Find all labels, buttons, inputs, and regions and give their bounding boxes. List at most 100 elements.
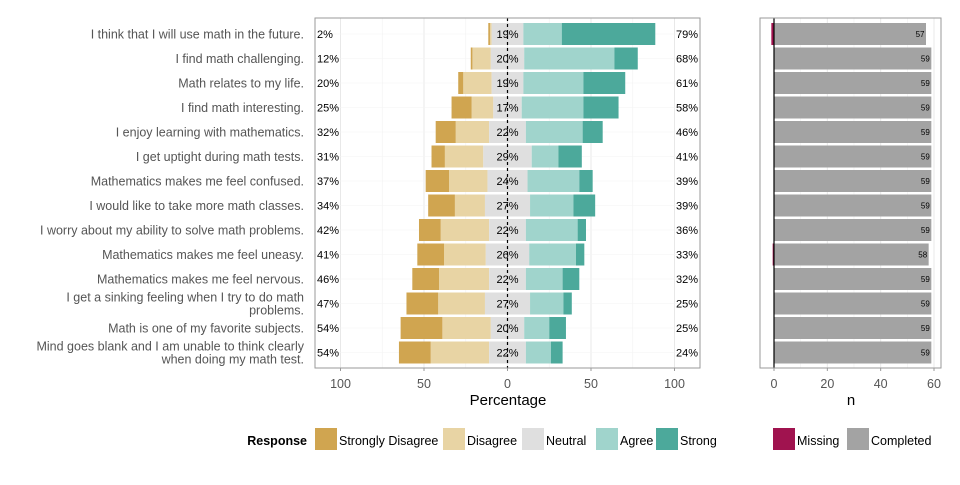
- completed-bar: [774, 341, 932, 364]
- legend-swatch: [656, 428, 678, 450]
- neutral-percent-label: 19%: [496, 29, 518, 41]
- missing-bar: [772, 243, 775, 266]
- completed-bar: [774, 121, 932, 143]
- category-label: I get uptight during math tests.: [136, 150, 304, 164]
- count-label: 59: [921, 349, 930, 358]
- low-percent-label: 54%: [317, 323, 339, 335]
- agree-bar: [523, 23, 562, 45]
- neutral-percent-label: 24%: [496, 176, 518, 188]
- high-percent-label: 39%: [676, 201, 698, 213]
- high-percent-label: 25%: [676, 323, 698, 335]
- count-label: 59: [921, 300, 930, 309]
- strongly-disagree-bar: [400, 317, 443, 339]
- disagree-bar: [430, 341, 490, 364]
- agree-bar: [529, 243, 576, 266]
- category-labels: I think that I will use math in the futu…: [36, 28, 304, 367]
- strongly-disagree-bar: [458, 72, 464, 94]
- completed-bar: [774, 145, 932, 168]
- legend-label: Agree: [620, 434, 653, 448]
- count-tick-label: 60: [927, 377, 941, 391]
- strong-bar: [561, 23, 656, 45]
- x-axis-title: Percentage: [470, 392, 547, 409]
- legend-label: Disagree: [467, 434, 517, 448]
- high-percent-label: 41%: [676, 152, 698, 164]
- x-tick-label: 100: [330, 377, 351, 391]
- disagree-bar: [472, 47, 491, 70]
- low-percent-label: 34%: [317, 201, 339, 213]
- strong-bar: [579, 170, 593, 192]
- panel-borders: [314, 17, 942, 369]
- category-label: Mathematics makes me feel nervous.: [97, 273, 304, 287]
- count-label: 57: [916, 30, 925, 39]
- disagree-bar: [439, 268, 490, 290]
- neutral-percent-label: 22%: [496, 225, 518, 237]
- legend-label: Strongly Disagree: [339, 434, 438, 448]
- x-tick-label: 0: [504, 377, 511, 391]
- high-percent-label: 39%: [676, 176, 698, 188]
- disagree-bar: [455, 121, 490, 143]
- neutral-bar: [491, 23, 524, 45]
- neutral-bar: [484, 292, 531, 315]
- completed-bar: [774, 317, 932, 339]
- legend-label: Strong: [680, 434, 717, 448]
- agree-bar: [521, 96, 584, 119]
- strongly-disagree-bar: [488, 23, 490, 45]
- strongly-disagree-bar: [428, 194, 455, 217]
- strong-bar: [583, 96, 619, 119]
- low-percent-label: 31%: [317, 152, 339, 164]
- category-label: I think that I will use math in the futu…: [91, 28, 304, 42]
- count-axis-title: n: [847, 392, 855, 409]
- count-label: 59: [921, 202, 930, 211]
- disagree-bar: [454, 194, 485, 217]
- low-percent-label: 20%: [317, 78, 339, 90]
- completed-bar: [774, 47, 932, 70]
- legend-label: Missing: [797, 434, 839, 448]
- strongly-disagree-bar: [406, 292, 439, 315]
- neutral-bar: [490, 317, 525, 339]
- strong-bar: [577, 219, 586, 241]
- strongly-disagree-bar: [412, 268, 440, 290]
- legend-title: Response: [247, 434, 307, 448]
- disagree-bar: [489, 23, 492, 45]
- count-bars: [771, 23, 932, 364]
- high-percent-label: 36%: [676, 225, 698, 237]
- category-label: I find math challenging.: [175, 52, 304, 66]
- high-percent-label: 61%: [676, 78, 698, 90]
- category-label: Math relates to my life.: [178, 77, 304, 91]
- low-percent-label: 42%: [317, 225, 339, 237]
- strong-bar: [573, 194, 596, 217]
- high-percent-label: 46%: [676, 127, 698, 139]
- neutral-percent-label: 27%: [496, 201, 518, 213]
- percent-labels: 2% 19% 79% 12% 20% 68% 20% 19% 61% 25% 17% 58% 32% 22…: [317, 29, 698, 360]
- legend-swatch: [315, 428, 337, 450]
- agree-bar: [531, 145, 559, 168]
- legend-swatch: [443, 428, 465, 450]
- strongly-disagree-bar: [418, 219, 441, 241]
- neutral-percent-label: 17%: [496, 103, 518, 115]
- count-tick-label: 0: [771, 377, 778, 391]
- category-label: I get a sinking feeling when I try to do…: [66, 291, 304, 318]
- category-label: Math is one of my favorite subjects.: [108, 322, 304, 336]
- high-percent-label: 58%: [676, 103, 698, 115]
- agree-bar: [530, 292, 564, 315]
- count-tick-label: 40: [874, 377, 888, 391]
- neutral-percent-label: 26%: [496, 250, 518, 262]
- count-label: 59: [921, 79, 930, 88]
- count-tick-label: 20: [820, 377, 834, 391]
- strong-bar: [614, 47, 638, 70]
- count-panel-border: [759, 17, 942, 369]
- neutral-percent-label: 20%: [496, 323, 518, 335]
- axis-tick-labels: 100 50 0 50 100 0 20 40 60: [330, 368, 941, 391]
- low-percent-label: 47%: [317, 299, 339, 311]
- high-percent-label: 24%: [676, 348, 698, 360]
- completed-bar: [774, 23, 926, 45]
- completed-bar: [774, 219, 932, 241]
- agree-bar: [525, 341, 551, 364]
- category-label: Mind goes blank and I am unable to think…: [36, 340, 304, 367]
- count-label: 59: [921, 153, 930, 162]
- neutral-percent-label: 22%: [496, 274, 518, 286]
- strongly-disagree-bar: [470, 47, 473, 70]
- strongly-disagree-bar: [451, 96, 472, 119]
- legend-swatch: [773, 428, 795, 450]
- low-percent-label: 46%: [317, 274, 339, 286]
